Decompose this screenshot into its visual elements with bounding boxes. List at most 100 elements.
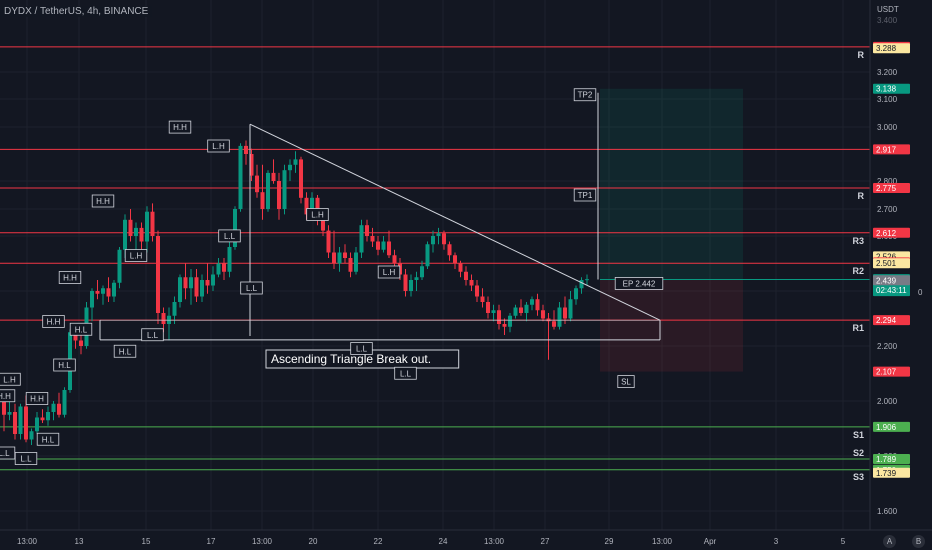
candle-body	[277, 181, 281, 209]
level-label: R1	[852, 323, 864, 333]
swing-label-box	[69, 322, 93, 336]
price-badge	[873, 183, 910, 193]
swing-label-box	[218, 229, 241, 243]
auto-scale-button[interactable]: A	[883, 535, 896, 548]
swing-label: L.H	[311, 211, 324, 220]
price-tick: 2.200	[877, 342, 898, 351]
candle-body	[508, 315, 512, 327]
candle-body	[414, 277, 419, 280]
price-badge-text: 3.288	[876, 44, 897, 53]
swing-label: L.L	[356, 345, 368, 354]
axis-zero-marker: 0	[918, 288, 923, 297]
price-tick: 3.100	[877, 95, 898, 104]
brand-button[interactable]: B	[912, 535, 925, 548]
candle-body	[403, 274, 408, 291]
price-badge	[873, 315, 910, 326]
price-badge-text: 2.917	[876, 145, 897, 154]
price-badge	[873, 421, 910, 432]
candle-body	[497, 310, 501, 324]
candle-body	[106, 288, 111, 297]
candle-body	[244, 145, 248, 154]
candle-body	[222, 263, 226, 272]
candle-body	[150, 211, 155, 236]
candle-body	[288, 164, 292, 171]
time-tick: 22	[374, 537, 383, 546]
price-tick: 2.800	[877, 177, 898, 186]
candle-body	[57, 403, 61, 415]
time-axis[interactable]: 13:00 13 15 17 13:00 20 22 24 13:00 27 29 13:00 Apr 3…	[0, 529, 932, 550]
candle-body	[563, 307, 567, 319]
candle-body	[161, 313, 166, 324]
price-badge-text: 1.789	[876, 455, 897, 464]
swing-label: L.L	[0, 449, 10, 458]
candle-body	[35, 417, 39, 432]
candle-body	[524, 304, 529, 313]
level-label: S1	[853, 430, 864, 440]
candle-body	[18, 406, 23, 434]
candle-body	[381, 241, 386, 250]
candle-body	[420, 266, 424, 278]
candle-body	[337, 252, 342, 264]
candle-body	[156, 236, 160, 313]
axis-currency: USDT	[877, 5, 899, 14]
candle-body	[112, 282, 116, 297]
swing-label: H.H	[0, 392, 11, 401]
candle-body	[425, 244, 430, 267]
time-tick: 24	[439, 537, 448, 546]
candle-body	[293, 159, 298, 165]
price-badge-text: 2.107	[876, 368, 897, 377]
swing-label-box	[124, 249, 148, 262]
candle-body	[255, 175, 259, 193]
level-label: S2	[853, 448, 864, 458]
time-axis-bg	[0, 530, 932, 550]
price-badge-text: 2.775	[876, 184, 897, 193]
candle-body	[354, 252, 358, 272]
swing-label-box	[25, 392, 49, 405]
price-badge-text: 1.906	[876, 423, 897, 432]
triangle-upper-line	[249, 123, 661, 321]
swing-label-box	[240, 281, 263, 295]
candle-body	[183, 277, 188, 289]
swing-label-box	[91, 194, 115, 208]
price-tick: 3.000	[877, 123, 898, 132]
candle-body	[530, 299, 534, 305]
level-label: R	[858, 191, 865, 201]
symbol-title: DYDX / TetherUS, 4h, BINANCE	[0, 6, 153, 17]
profit-zone	[600, 88, 743, 280]
swing-label-box	[168, 120, 192, 134]
price-badge	[873, 43, 910, 54]
candle-body	[491, 310, 496, 313]
candle-body	[310, 197, 314, 215]
swing-label-box	[53, 358, 76, 372]
candle-body	[348, 258, 353, 272]
candle-body	[387, 241, 391, 256]
sl-label: SL	[621, 378, 631, 387]
candle-body	[249, 154, 254, 176]
candle-body	[442, 233, 446, 245]
swing-label: L.H	[3, 375, 16, 384]
candle-body	[409, 280, 413, 291]
swing-label: H.H	[63, 274, 77, 283]
candle-body	[579, 280, 584, 289]
swing-label-box	[113, 344, 137, 358]
candle-body	[519, 307, 523, 313]
swing-label-box	[58, 271, 82, 284]
candle-body	[101, 288, 105, 294]
candle-body	[332, 252, 336, 264]
swing-label: L.L	[224, 232, 236, 241]
candle-body	[233, 209, 237, 247]
swing-label-box	[141, 328, 164, 342]
candle-body	[139, 227, 144, 242]
candle-body	[79, 340, 83, 346]
candle-body	[299, 159, 303, 198]
candle-body	[431, 236, 435, 245]
price-badge	[873, 227, 910, 238]
candle-body	[145, 211, 149, 242]
price-axis[interactable]: 1.6001.8002.0002.2002.4002.6002.7002.800…	[869, 0, 932, 530]
candle-body	[73, 332, 78, 341]
price-badge	[873, 258, 910, 269]
time-tick: 5	[841, 537, 846, 546]
axis-top-price: 3.400	[877, 16, 898, 25]
annotation-note: Ascending Triangle Break out.	[271, 352, 431, 366]
